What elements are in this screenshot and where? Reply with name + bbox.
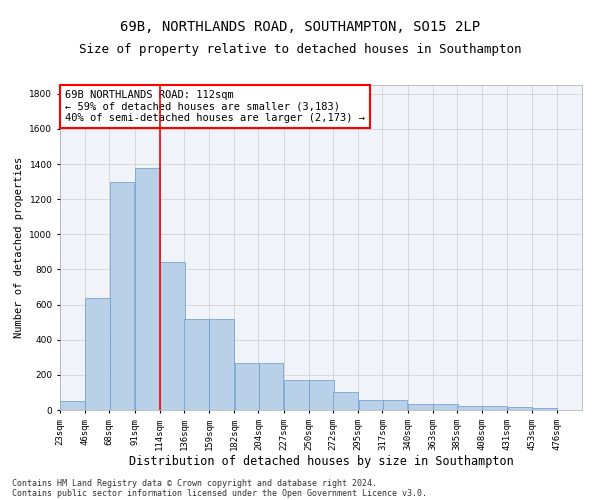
Bar [184,318,209,410]
Bar [383,400,407,410]
Text: Contains HM Land Registry data © Crown copyright and database right 2024.: Contains HM Land Registry data © Crown c… [12,478,377,488]
Bar [209,318,234,410]
Bar [135,168,160,410]
Bar [85,298,110,410]
Bar [408,404,433,410]
Text: 69B NORTHLANDS ROAD: 112sqm
← 59% of detached houses are smaller (3,183)
40% of : 69B NORTHLANDS ROAD: 112sqm ← 59% of det… [65,90,365,123]
Text: 69B, NORTHLANDS ROAD, SOUTHAMPTON, SO15 2LP: 69B, NORTHLANDS ROAD, SOUTHAMPTON, SO15 … [120,20,480,34]
Text: Contains public sector information licensed under the Open Government Licence v3: Contains public sector information licen… [12,488,427,498]
Bar [334,392,358,410]
Bar [457,406,482,410]
Bar [160,262,185,410]
Bar [482,406,507,410]
Bar [284,380,308,410]
Bar [309,380,334,410]
Bar [60,401,85,410]
Bar [532,408,557,410]
Y-axis label: Number of detached properties: Number of detached properties [14,157,24,338]
Bar [110,182,134,410]
X-axis label: Distribution of detached houses by size in Southampton: Distribution of detached houses by size … [128,456,514,468]
Text: Size of property relative to detached houses in Southampton: Size of property relative to detached ho… [79,42,521,56]
Bar [259,362,283,410]
Bar [508,408,532,410]
Bar [433,404,458,410]
Bar [235,362,259,410]
Bar [359,400,383,410]
